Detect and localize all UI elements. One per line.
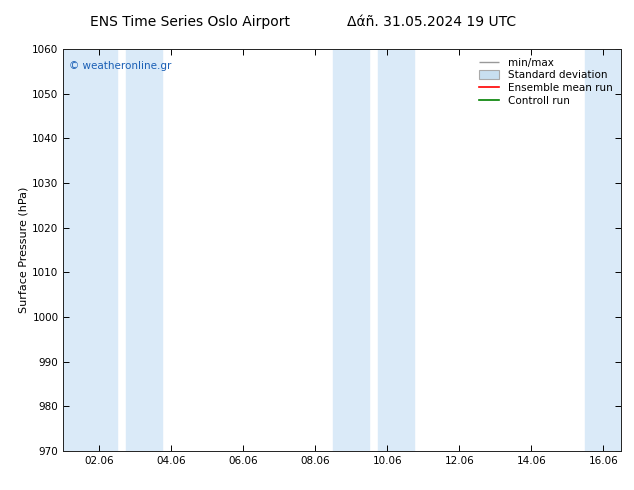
Legend: min/max, Standard deviation, Ensemble mean run, Controll run: min/max, Standard deviation, Ensemble me… <box>476 54 616 109</box>
Bar <box>126 49 162 451</box>
Bar <box>585 49 621 451</box>
Bar <box>378 49 415 451</box>
Text: © weatheronline.gr: © weatheronline.gr <box>69 61 171 71</box>
Bar <box>333 49 370 451</box>
Text: ENS Time Series Oslo Airport: ENS Time Series Oslo Airport <box>90 15 290 29</box>
Bar <box>63 49 117 451</box>
Text: Δάñ. 31.05.2024 19 UTC: Δάñ. 31.05.2024 19 UTC <box>347 15 515 29</box>
Y-axis label: Surface Pressure (hPa): Surface Pressure (hPa) <box>18 187 28 313</box>
